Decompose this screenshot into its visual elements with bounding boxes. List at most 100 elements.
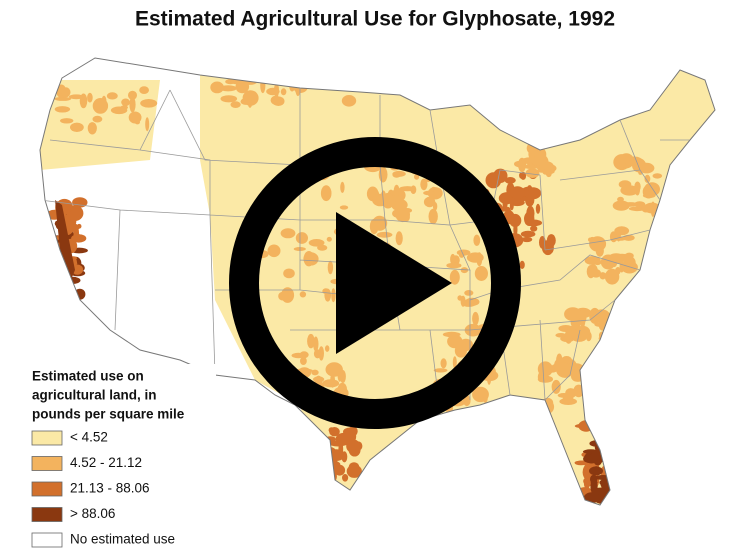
- usage-patch: [476, 252, 483, 267]
- usage-patch: [644, 174, 651, 183]
- usage-patch: [59, 118, 74, 124]
- usage-patch: [529, 169, 534, 176]
- usage-patch: [304, 74, 317, 85]
- usage-patch: [70, 122, 84, 132]
- usage-patch: [433, 188, 443, 197]
- legend-label: < 4.52: [70, 430, 108, 445]
- usage-patch: [401, 208, 413, 213]
- usage-patch: [519, 260, 525, 269]
- usage-patch: [545, 134, 554, 147]
- legend-swatch: [31, 481, 63, 497]
- usage-patch: [611, 258, 618, 268]
- play-ring[interactable]: [229, 137, 521, 429]
- usage-patch: [342, 474, 349, 482]
- usage-patch: [381, 192, 395, 209]
- usage-patch: [295, 232, 308, 244]
- usage-patch: [220, 95, 238, 103]
- usage-patch: [582, 464, 592, 480]
- usage-patch: [464, 297, 480, 306]
- play-triangle[interactable]: [336, 212, 452, 354]
- legend-label: > 88.06: [70, 506, 115, 521]
- usage-patch: [602, 334, 609, 346]
- usage-patch: [616, 226, 621, 242]
- usage-patch: [260, 77, 266, 94]
- usage-patch: [299, 291, 307, 298]
- usage-patch: [504, 177, 516, 184]
- usage-patch: [324, 447, 337, 457]
- usage-patch: [574, 423, 591, 429]
- usage-patch: [420, 178, 428, 191]
- usage-patch: [615, 322, 624, 334]
- usage-patch: [79, 93, 88, 109]
- usage-patch: [600, 436, 606, 446]
- usage-patch: [612, 200, 630, 211]
- usage-patch: [530, 225, 538, 232]
- legend-swatch: [31, 430, 63, 446]
- usage-patch: [324, 288, 332, 302]
- usage-patch: [591, 269, 602, 278]
- usage-patch: [464, 290, 474, 296]
- usage-patch: [457, 295, 463, 301]
- legend-label: 21.13 - 88.06: [70, 481, 150, 496]
- usage-patch: [303, 73, 315, 81]
- usage-patch: [493, 168, 508, 183]
- usage-patch: [139, 86, 150, 94]
- usage-patch: [599, 479, 613, 487]
- usage-patch: [596, 436, 611, 453]
- usage-patch: [642, 193, 656, 199]
- usage-patch: [280, 228, 296, 239]
- usage-patch: [325, 345, 330, 352]
- usage-patch: [303, 251, 315, 267]
- usage-patch: [106, 92, 118, 100]
- usage-patch: [450, 253, 456, 265]
- usage-patch: [584, 256, 601, 265]
- usage-patch: [634, 201, 646, 208]
- usage-patch: [113, 106, 126, 114]
- usage-patch: [53, 258, 58, 268]
- usage-patch: [546, 234, 556, 247]
- usage-patch: [307, 333, 315, 349]
- usage-patch: [458, 251, 465, 258]
- usage-patch: [283, 268, 295, 279]
- usage-patch: [605, 433, 615, 443]
- usage-patch: [589, 236, 607, 252]
- usage-patch: [225, 79, 236, 85]
- usage-patch: [92, 98, 109, 114]
- usage-patch: [446, 262, 462, 269]
- legend-swatch: [31, 532, 63, 548]
- usage-patch: [322, 379, 340, 388]
- usage-patch: [482, 391, 489, 399]
- usage-patch: [641, 204, 651, 213]
- usage-patch: [317, 244, 328, 251]
- usage-patch: [621, 261, 638, 274]
- usage-patch: [534, 147, 547, 162]
- play-button[interactable]: [229, 137, 521, 429]
- legend: Estimated use on agricultural land, in pou…: [26, 364, 216, 552]
- usage-patch: [464, 323, 482, 337]
- legend-title: Estimated use on: [32, 369, 144, 384]
- usage-patch: [325, 362, 343, 377]
- usage-patch: [55, 283, 62, 295]
- usage-patch: [624, 252, 634, 260]
- usage-patch: [602, 417, 611, 428]
- usage-patch: [129, 96, 136, 113]
- usage-patch: [428, 208, 438, 225]
- legend-title: pounds per square mile: [32, 407, 185, 422]
- usage-patch: [372, 215, 388, 231]
- usage-patch: [564, 329, 573, 344]
- usage-patch: [281, 287, 295, 303]
- usage-patch: [288, 71, 298, 80]
- usage-patch: [134, 120, 140, 125]
- usage-patch: [625, 153, 630, 167]
- usage-patch: [602, 439, 615, 447]
- usage-patch: [617, 196, 624, 202]
- usage-patch: [414, 174, 420, 180]
- usage-patch: [554, 358, 565, 372]
- usage-patch: [339, 205, 349, 210]
- usage-patch: [597, 442, 609, 449]
- usage-patch: [535, 203, 541, 214]
- usage-patch: [632, 158, 647, 173]
- usage-patch: [520, 230, 536, 238]
- usage-patch: [348, 79, 359, 90]
